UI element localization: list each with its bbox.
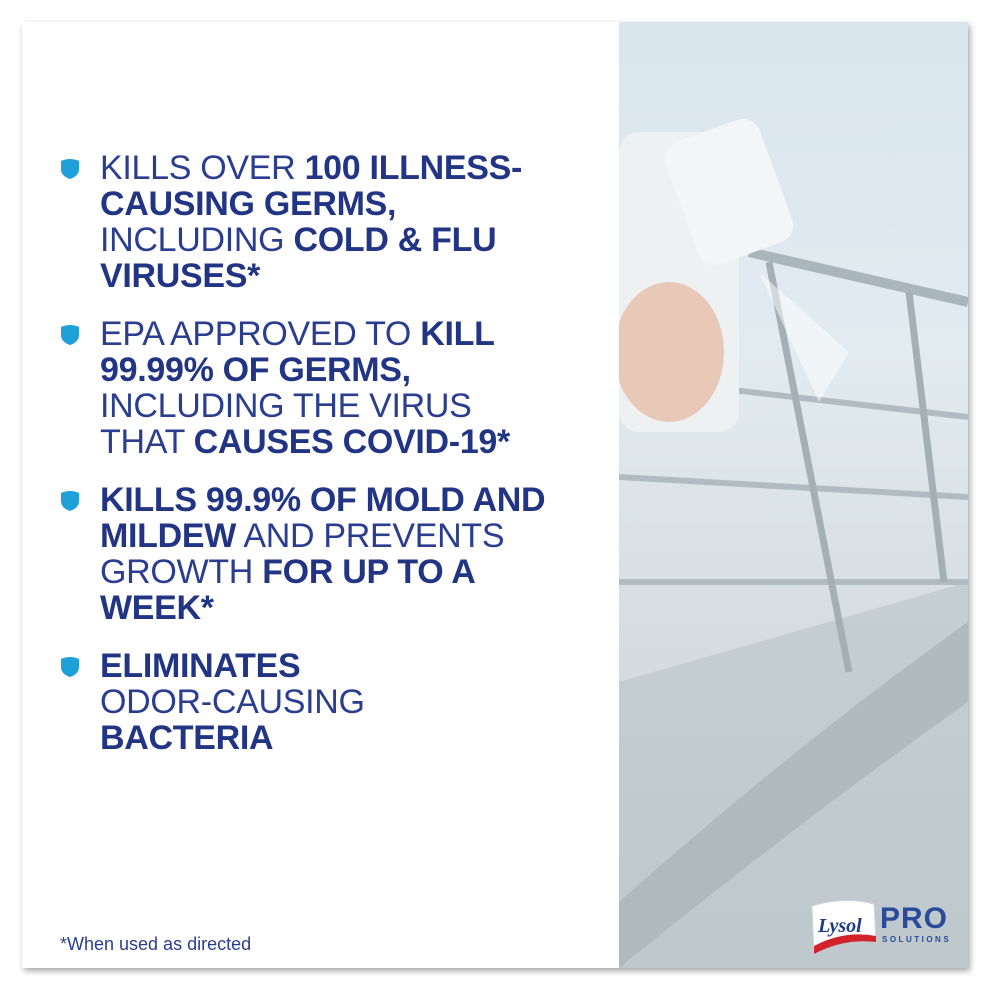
feature-line: KILLS 99.9% OF MOLD AND (100, 482, 620, 518)
feature-text: THAT (100, 423, 194, 461)
feature-text-bold: 99.99% OF GERMS, (100, 351, 411, 389)
feature-text-bold: FOR UP TO A (262, 553, 476, 591)
feature-text-bold: BACTERIA (100, 719, 274, 757)
product-card: KILLS OVER 100 ILLNESS- CAUSING GERMS, INC… (22, 22, 968, 968)
feature-line: ODOR-CAUSING (100, 684, 620, 720)
footnote: *When used as directed (60, 934, 252, 954)
feature-line: KILLS OVER 100 ILLNESS- (100, 150, 620, 186)
feature-text: INCLUDING (100, 221, 294, 259)
feature-text-bold: CAUSING GERMS, (100, 185, 397, 223)
feature-line: WEEK* (100, 590, 620, 626)
feature-text: GROWTH (100, 553, 263, 591)
feature-text-bold: KILLS 99.9% OF MOLD AND (100, 481, 546, 519)
shield-icon (61, 325, 79, 345)
product-photo-spraying-railing (619, 22, 968, 968)
feature-bullet: KILLS OVER 100 ILLNESS- CAUSING GERMS, INC… (60, 150, 620, 294)
feature-bullet: EPA APPROVED TO KILL 99.99% OF GERMS, INCL… (60, 316, 620, 460)
feature-text-bold: VIRUSES* (100, 257, 261, 295)
pro-wordmark: PRO (880, 902, 949, 935)
feature-line: ELIMINATES (100, 648, 620, 684)
feature-bullet: KILLS 99.9% OF MOLD AND MILDEW AND PREVEN… (60, 482, 620, 626)
lysol-logo: Lysol (811, 900, 877, 955)
feature-text: ODOR-CAUSING (100, 683, 365, 721)
feature-text: INCLUDING THE VIRUS (100, 387, 472, 425)
feature-line: GROWTH FOR UP TO A (100, 554, 620, 590)
feature-text-bold: CAUSES COVID-19* (193, 423, 511, 461)
feature-text: EPA APPROVED TO (100, 315, 421, 353)
railing-illustration (619, 118, 968, 968)
feature-line: THAT CAUSES COVID-19* (100, 424, 620, 460)
feature-text-bold: KILL (420, 315, 495, 353)
feature-line: BACTERIA (100, 720, 620, 756)
shield-icon (61, 491, 79, 511)
feature-line: EPA APPROVED TO KILL (100, 316, 620, 352)
feature-line: INCLUDING COLD & FLU (100, 222, 620, 258)
svg-text:Lysol: Lysol (817, 915, 862, 937)
feature-text: KILLS OVER (100, 149, 305, 187)
feature-line: CAUSING GERMS, (100, 186, 620, 222)
feature-text-bold: ELIMINATES (100, 647, 301, 685)
feature-text-bold: COLD & FLU (293, 221, 497, 259)
shield-icon (61, 159, 79, 179)
feature-text-bold: MILDEW (100, 517, 237, 555)
feature-line: VIRUSES* (100, 258, 620, 294)
feature-text: AND PREVENTS (236, 517, 505, 555)
feature-text-bold: 100 ILLNESS- (304, 149, 523, 187)
solutions-wordmark: SOLUTIONS (882, 935, 952, 944)
feature-line: INCLUDING THE VIRUS (100, 388, 620, 424)
feature-line: 99.99% OF GERMS, (100, 352, 620, 388)
shield-icon (61, 657, 79, 677)
feature-line: MILDEW AND PREVENTS (100, 518, 620, 554)
feature-text-bold: WEEK* (100, 589, 214, 627)
feature-bullet: ELIMINATES ODOR-CAUSING BACTERIA (60, 648, 620, 756)
feature-list: KILLS OVER 100 ILLNESS- CAUSING GERMS, INC… (60, 150, 620, 778)
